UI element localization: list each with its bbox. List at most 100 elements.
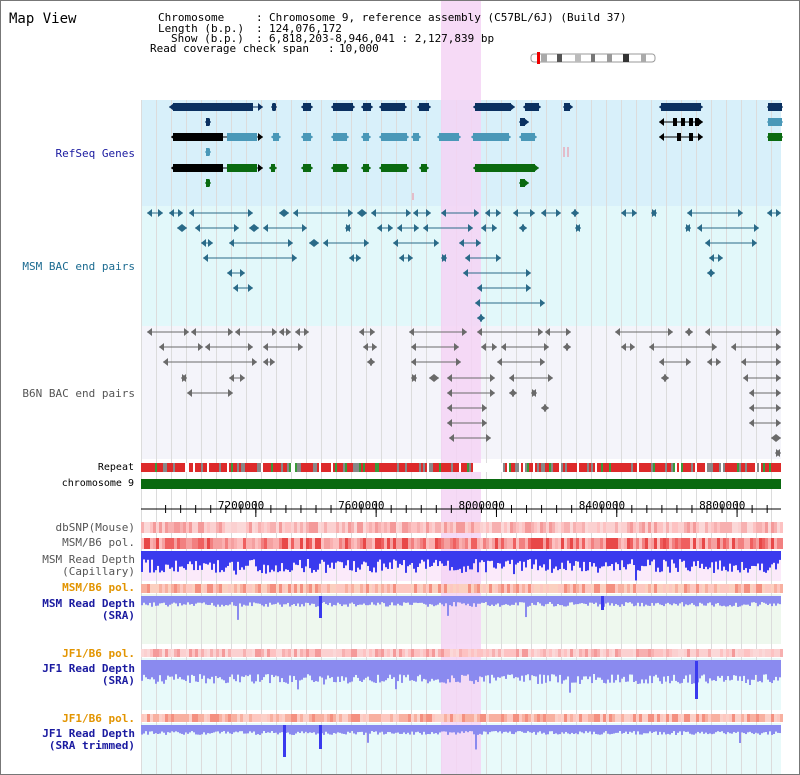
depth-bar [649,596,651,606]
bac-end [741,358,746,366]
heat-cell [486,649,489,657]
depth-bar [187,660,189,676]
heat-cell [237,649,240,657]
refseq-label[interactable]: RefSeq Genes [55,147,135,160]
msm-depth-sra-label[interactable]: MSM Read Depth [42,597,135,610]
msm-depth-capillary-label[interactable]: MSM Read Depth [42,553,135,566]
bac-end [397,224,402,232]
repeat-block [351,463,353,472]
heat-cell [669,649,672,657]
bac-end [295,328,300,336]
heat-cell [471,538,474,549]
depth-bar [445,551,447,566]
depth-bar [633,551,635,566]
heat-cell [606,538,609,549]
repeat-block [713,463,715,472]
depth-bar [185,596,187,605]
heat-cell [462,522,465,533]
depth-bar [583,725,585,734]
depth-bar [529,725,531,733]
depth-bar [461,596,463,604]
depth-bar [505,596,507,605]
depth-bar [423,660,425,679]
heat-cell [474,522,477,533]
depth-bar [779,725,781,734]
bac-end [776,328,781,336]
depth-bar [753,660,755,680]
heat-cell [357,714,360,722]
repeat-block [341,463,343,472]
depth-bar [501,725,503,734]
depth-bar [761,725,763,734]
heat-cell [429,584,432,593]
b6n-bac-label[interactable]: B6N BAC end pairs [22,387,135,400]
repeat-label[interactable]: Repeat [97,462,134,473]
jf1-b6-pol-label-1[interactable]: JF1/B6 pol. [62,647,135,660]
depth-bar [641,725,643,735]
heat-cell [465,714,468,722]
heat-cell [213,522,216,533]
depth-bar [761,596,763,603]
heat-cell [234,538,237,549]
jf1-depth-trimmed-label[interactable]: JF1 Read Depth [42,727,135,740]
msm-b6-pol-label-1[interactable]: MSM/B6 pol. [62,536,135,549]
heat-cell [576,649,579,657]
repeat-block [425,463,427,472]
heat-cell [570,584,573,593]
heat-cell [684,584,687,593]
depth-bar [203,725,205,733]
heat-cell [657,649,660,657]
depth-bar [399,660,401,675]
depth-bar [151,551,153,560]
heat-cell [768,522,771,533]
repeat-block [141,463,143,472]
repeat-block [583,463,585,472]
depth-bar [507,725,509,733]
heat-cell [486,584,489,593]
dbsnp-label[interactable]: dbSNP(Mouse) [55,521,135,534]
bac-end [263,224,268,232]
depth-bar [167,551,169,565]
chromosome-label[interactable]: chromosome 9 [61,478,134,489]
depth-bar [199,660,201,675]
heat-cell [684,714,687,722]
depth-bar [605,660,607,684]
msm-bac-label[interactable]: MSM BAC end pairs [22,260,135,273]
heat-cell [204,649,207,657]
heat-cell [201,522,204,533]
repeat-block [387,463,389,472]
depth-bar [411,660,413,681]
depth-bar [559,551,561,570]
depth-bar [401,551,403,566]
heat-cell [654,584,657,593]
depth-bar [469,551,471,570]
heat-cell [240,584,243,593]
heat-cell [234,714,237,722]
heat-cell [555,522,558,533]
depth-bar [287,596,289,603]
bac-end [227,269,232,277]
heat-cell [750,714,753,722]
heat-cell [186,584,189,593]
depth-bar [569,596,571,603]
depth-bar [751,725,753,734]
depth-bar [297,725,299,732]
depth-bar [773,596,775,604]
depth-bar [755,725,757,733]
heat-cell [675,584,678,593]
heat-cell [405,714,408,722]
heat-cell [315,584,318,593]
repeat-block [327,463,329,472]
heat-cell [597,584,600,593]
heat-cell [300,714,303,722]
jf1-depth-sra-label[interactable]: JF1 Read Depth [42,662,135,675]
bac-end [189,209,194,217]
heat-cell [363,522,366,533]
repeat-block [189,463,191,472]
depth-bar [643,551,645,567]
jf1-b6-pol-label-2[interactable]: JF1/B6 pol. [62,712,135,725]
depth-bar [573,660,575,683]
msm-b6-pol-label-2[interactable]: MSM/B6 pol. [62,581,135,594]
depth-bar [771,725,773,735]
heat-cell [522,649,525,657]
